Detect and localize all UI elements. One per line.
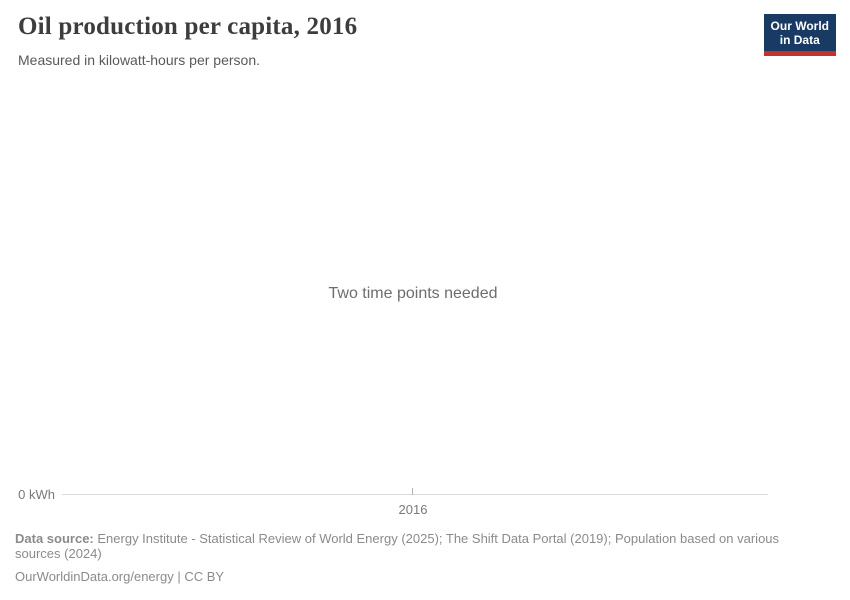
chart-subtitle: Measured in kilowatt-hours per person.: [18, 52, 261, 68]
chart-title: Oil production per capita, 2016: [18, 13, 358, 40]
data-source-line: Data source: Energy Institute - Statisti…: [15, 531, 811, 561]
owid-logo[interactable]: Our World in Data: [763, 14, 836, 57]
x-axis-tick-label: 2016: [398, 502, 428, 517]
x-axis-line: [62, 494, 768, 495]
x-axis-tick: [412, 488, 413, 495]
data-source-text: Energy Institute - Statistical Review of…: [15, 531, 780, 561]
data-source-label: Data source:: [15, 531, 94, 546]
empty-state-message: Two time points needed: [328, 285, 498, 302]
owid-logo-line1: Our World: [770, 19, 829, 33]
chart-footer: Data source: Energy Institute - Statisti…: [15, 531, 811, 584]
owid-logo-line2: in Data: [779, 33, 820, 48]
y-axis-zero-label: 0 kWh: [18, 487, 55, 502]
citation-line[interactable]: OurWorldinData.org/energy | CC BY: [15, 569, 225, 584]
